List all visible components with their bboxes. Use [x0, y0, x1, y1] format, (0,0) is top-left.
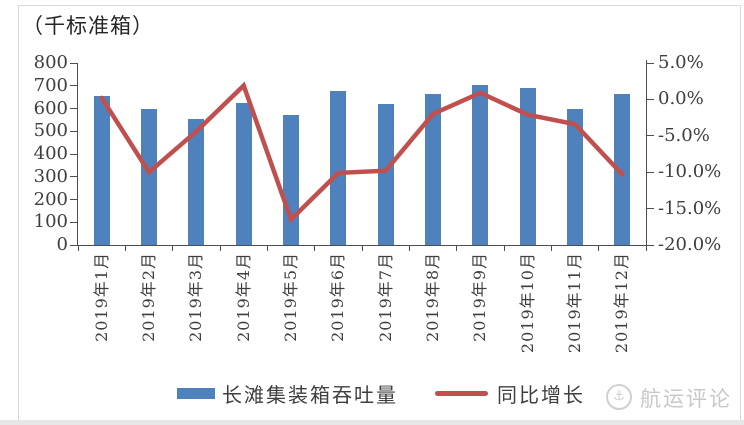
secondary-y-axis-tick-label: -5.0% — [658, 124, 710, 146]
bar-2019年10月 — [519, 88, 536, 245]
secondary-y-axis-tick-label: 5.0% — [658, 52, 704, 73]
bar-2019年8月 — [425, 93, 441, 245]
x-axis-tick — [124, 245, 126, 251]
y-axis-tick — [70, 221, 78, 223]
x-axis-tick — [219, 245, 221, 251]
x-axis-label: 2019年6月 — [328, 252, 348, 342]
legend-label-throughput: 长滩集装箱吞吐量 — [222, 383, 398, 407]
x-axis-tick — [266, 245, 268, 251]
anchor-circle-icon: ⚓ — [606, 384, 632, 410]
y-axis-tick-label: 0 — [56, 234, 68, 255]
bar-2019年1月 — [93, 95, 110, 245]
x-axis-label: 2019年10月 — [517, 252, 537, 354]
x-axis-label: 2019年4月 — [233, 252, 253, 342]
bar-2019年3月 — [188, 118, 205, 245]
bar-2019年4月 — [235, 102, 252, 245]
x-axis-tick — [314, 245, 316, 251]
secondary-y-axis-tick — [646, 98, 654, 100]
bar-2019年2月 — [141, 108, 157, 245]
x-axis-tick — [408, 245, 410, 251]
y-axis-tick-label: 800 — [33, 52, 68, 73]
y-axis-tick — [70, 108, 78, 109]
x-axis-tick — [645, 245, 647, 251]
secondary-y-axis-tick-label: -15.0% — [658, 197, 722, 219]
y-axis-tick — [70, 176, 78, 178]
yoy-growth-line — [99, 81, 625, 224]
x-axis-label: 2019年1月 — [91, 252, 111, 342]
x-axis-label: 2019年8月 — [423, 252, 442, 342]
bar-2019年6月 — [330, 91, 347, 245]
bar-2019年11月 — [567, 108, 583, 245]
x-axis-tick — [550, 245, 552, 251]
watermark-text: 航运评论 — [640, 387, 732, 411]
y-axis-tick — [70, 130, 78, 132]
y-axis-tick-label: 500 — [33, 120, 68, 142]
x-axis-label: 2019年3月 — [186, 252, 206, 342]
bar-2019年7月 — [377, 103, 394, 245]
legend-line-swatch — [435, 391, 488, 396]
bar-2019年12月 — [614, 93, 631, 245]
bar-2019年9月 — [472, 84, 489, 245]
y-axis-tick — [70, 62, 78, 64]
yoy-line-path — [99, 81, 625, 224]
x-axis-tick — [77, 245, 79, 251]
secondary-y-axis-tick — [646, 135, 654, 137]
y-axis-tick-label: 300 — [33, 165, 68, 187]
bottom-divider — [0, 420, 744, 425]
x-axis-tick — [361, 245, 363, 251]
y-axis-tick — [70, 153, 78, 155]
secondary-y-axis-tick — [646, 244, 654, 246]
y-axis-tick — [70, 85, 78, 87]
y-axis-tick-label: 600 — [33, 97, 68, 119]
legend-bar-swatch — [177, 388, 215, 399]
secondary-y-axis-tick-label: 0.0% — [658, 88, 704, 110]
x-axis-tick — [172, 245, 174, 251]
secondary-y-axis-tick — [646, 208, 654, 210]
secondary-y-axis-line — [646, 60, 647, 245]
x-axis-label: 2019年5月 — [281, 252, 300, 342]
y-axis-tick-label: 400 — [33, 143, 68, 164]
x-axis-tick — [456, 245, 458, 251]
legend-label-yoy: 同比增长 — [497, 383, 585, 407]
x-axis-label: 2019年9月 — [470, 252, 490, 342]
y-axis-tick-label: 200 — [33, 188, 68, 210]
y-axis-tick-label: 700 — [33, 74, 68, 96]
axis-unit-label: （千标准箱） — [22, 14, 154, 38]
x-axis-label: 2019年11月 — [565, 252, 584, 354]
y-axis-tick — [70, 199, 78, 200]
y-axis-tick — [70, 244, 78, 246]
secondary-y-axis-tick — [646, 62, 654, 64]
x-axis-label: 2019年7月 — [375, 252, 395, 342]
x-axis-tick — [503, 245, 505, 251]
secondary-y-axis-tick — [646, 171, 654, 173]
x-axis-label: 2019年12月 — [612, 252, 632, 354]
x-axis-tick — [598, 245, 600, 251]
secondary-y-axis-tick-label: -10.0% — [658, 161, 722, 183]
x-axis-label: 2019年2月 — [139, 252, 158, 342]
secondary-y-axis-tick-label: -20.0% — [658, 234, 722, 255]
y-axis-tick-label: 100 — [33, 211, 68, 233]
